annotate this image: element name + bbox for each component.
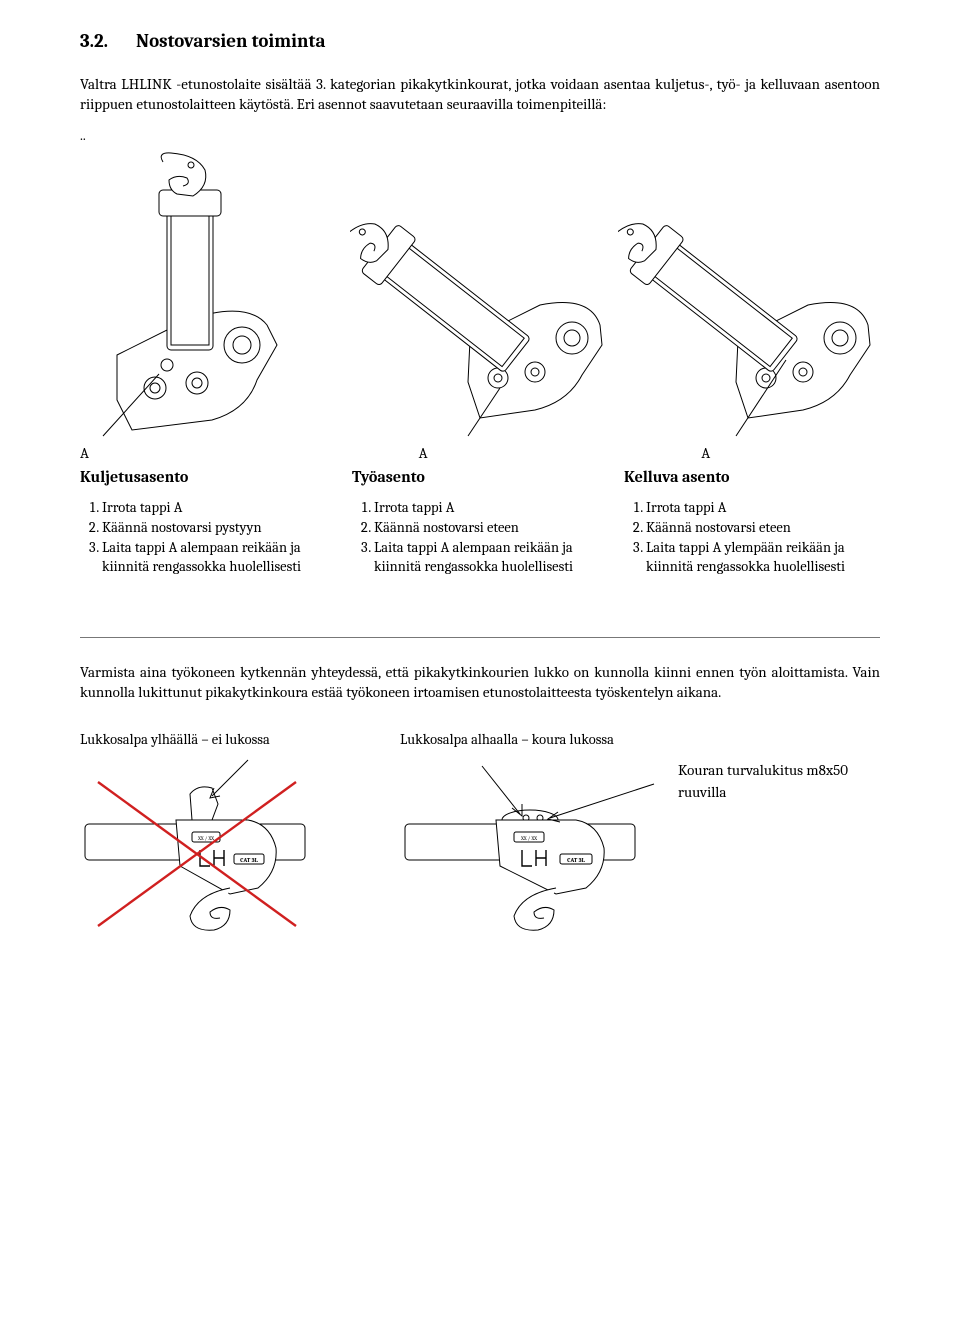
list-item: Laita tappi A ylempään reikään ja kiinni… [646,538,880,576]
warning-paragraph: Varmista aina työkoneen kytkennän yhteyd… [80,662,880,703]
steps-transport: Irrota tappi A Käännä nostovarsi pystyyn… [80,498,336,577]
diagram-work [348,150,612,440]
intro-paragraph: Valtra LHLINK -etunostolaite sisältää 3.… [80,74,880,115]
list-item: Käännä nostovarsi eteen [646,518,880,537]
position-diagrams-row [80,150,880,440]
lock-col-unlocked: Lukkosalpa ylhäällä – ei lukossa XX / XX [80,731,400,938]
svg-text:XX / XX: XX / XX [197,835,214,842]
lock-caption-locked: Lukkosalpa alhaalla – koura lukossa [400,731,660,748]
steps-float: Irrota tappi A Käännä nostovarsi eteen L… [624,498,880,577]
ellipsis-marker: .. [80,127,880,144]
diagram-transport [80,150,344,440]
a-label-1: A [80,444,347,462]
list-item: Irrota tappi A [102,498,336,517]
col-title-float: Kelluva asento [624,468,880,486]
col-transport: Kuljetusasento Irrota tappi A Käännä nos… [80,468,336,578]
a-label-3: A [613,444,880,462]
a-labels-row: A A A [80,444,880,462]
svg-text:XX / XX: XX / XX [520,835,537,842]
section-title: Nostovarsien toiminta [136,30,325,52]
safety-note: Kouran turvalukitus m8x50 ruuvilla [678,759,848,938]
list-item: Irrota tappi A [646,498,880,517]
steps-work: Irrota tappi A Käännä nostovarsi eteen L… [352,498,608,577]
lock-figure-locked: XX / XX CAT 3L [400,754,660,938]
svg-text:CAT 3L: CAT 3L [240,857,259,864]
lock-figure-unlocked: XX / XX CAT 3L [80,754,400,938]
position-columns: Kuljetusasento Irrota tappi A Käännä nos… [80,468,880,578]
list-item: Käännä nostovarsi eteen [374,518,608,537]
list-item: Laita tappi A alempaan reikään ja kiinni… [374,538,608,576]
col-work: Työasento Irrota tappi A Käännä nostovar… [352,468,608,578]
svg-text:CAT 3L: CAT 3L [567,857,586,864]
diagram-float [616,150,880,440]
separator-line [80,637,880,638]
col-title-transport: Kuljetusasento [80,468,336,486]
section-header: 3.2. Nostovarsien toiminta [80,30,880,52]
list-item: Irrota tappi A [374,498,608,517]
lock-caption-unlocked: Lukkosalpa ylhäällä – ei lukossa [80,731,400,748]
list-item: Laita tappi A alempaan reikään ja kiinni… [102,538,336,576]
list-item: Käännä nostovarsi pystyyn [102,518,336,537]
a-label-2: A [347,444,614,462]
section-number: 3.2. [80,30,108,52]
lock-figures-row: Lukkosalpa ylhäällä – ei lukossa XX / XX [80,731,880,938]
col-float: Kelluva asento Irrota tappi A Käännä nos… [624,468,880,578]
col-title-work: Työasento [352,468,608,486]
lock-col-locked: Lukkosalpa alhaalla – koura lukossa XX /… [400,731,880,938]
